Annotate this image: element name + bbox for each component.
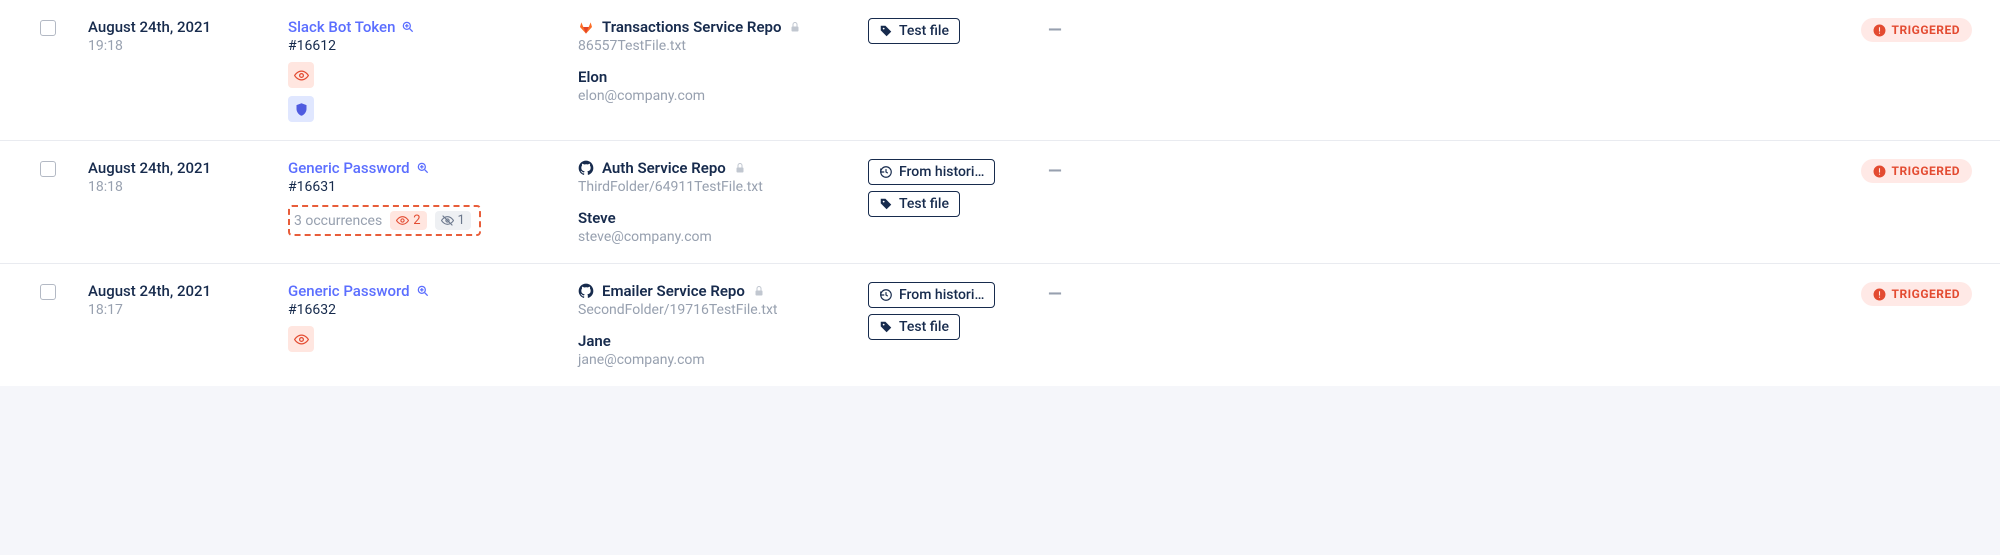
repo-path-label: ThirdFolder/64911TestFile.txt (578, 179, 858, 195)
alert-icon (1873, 288, 1886, 301)
date-label: August 24th, 2021 (88, 282, 278, 300)
tag-icon (879, 197, 893, 211)
row-checkbox[interactable] (40, 161, 56, 177)
visibility-badge[interactable] (288, 326, 314, 352)
alert-icon (1873, 165, 1886, 178)
eye-icon (396, 214, 409, 227)
eye-icon (294, 68, 309, 83)
occurrences-text: 3 occurrences (294, 213, 382, 229)
zoom-icon (416, 284, 430, 298)
secret-name-link[interactable]: Generic Password (288, 282, 430, 300)
tag-icon (879, 320, 893, 334)
status-text: TRIGGERED (1892, 287, 1960, 301)
tag-chip[interactable]: Test file (868, 314, 960, 340)
secret-name-link[interactable]: Generic Password (288, 159, 430, 177)
tag-label: From histori… (899, 164, 984, 180)
occurrences-hidden-badge[interactable]: 1 (435, 211, 471, 230)
repo-path-label: 86557TestFile.txt (578, 38, 858, 54)
history-icon (879, 288, 893, 302)
tag-label: Test file (899, 319, 949, 335)
repo-name-label: Auth Service Repo (602, 159, 726, 177)
person-email-label: elon@company.com (578, 88, 858, 104)
tag-label: Test file (899, 23, 949, 39)
status-badge: TRIGGERED (1861, 18, 1972, 42)
assignee-cell: — (1048, 159, 1168, 182)
alert-icon (1873, 24, 1886, 37)
lock-icon (753, 285, 765, 297)
time-label: 18:18 (88, 179, 278, 195)
status-text: TRIGGERED (1892, 23, 1960, 37)
shield-icon (294, 102, 309, 117)
status-badge: TRIGGERED (1861, 159, 1972, 183)
repo-name-label: Emailer Service Repo (602, 282, 745, 300)
date-label: August 24th, 2021 (88, 159, 278, 177)
tag-chip[interactable]: Test file (868, 18, 960, 44)
repo-name-label: Transactions Service Repo (602, 18, 781, 36)
secret-id-label: #16632 (288, 302, 568, 318)
tag-label: From histori… (899, 287, 984, 303)
occurrences-visible-count: 2 (413, 213, 420, 228)
visibility-badge[interactable] (288, 62, 314, 88)
table-row: August 24th, 2021 18:17 Generic Password… (0, 264, 2000, 386)
secret-name-text: Slack Bot Token (288, 18, 395, 36)
tag-chip[interactable]: From histori… (868, 159, 995, 185)
person-email-label: steve@company.com (578, 229, 858, 245)
eye-icon (294, 332, 309, 347)
history-icon (879, 165, 893, 179)
lock-icon (789, 21, 801, 33)
secret-name-text: Generic Password (288, 159, 410, 177)
assignee-cell: — (1048, 282, 1168, 305)
secret-id-label: #16631 (288, 179, 568, 195)
incidents-table: August 24th, 2021 19:18 Slack Bot Token … (0, 0, 2000, 386)
gitlab-icon (578, 19, 594, 35)
status-text: TRIGGERED (1892, 164, 1960, 178)
tag-chip[interactable]: From histori… (868, 282, 995, 308)
github-icon (578, 283, 594, 299)
person-name-label: Jane (578, 332, 858, 350)
lock-icon (734, 162, 746, 174)
repo-path-label: SecondFolder/19716TestFile.txt (578, 302, 858, 318)
assignee-cell: — (1048, 18, 1168, 41)
secret-name-link[interactable]: Slack Bot Token (288, 18, 415, 36)
status-badge: TRIGGERED (1861, 282, 1972, 306)
eye-off-icon (441, 214, 454, 227)
tag-icon (879, 24, 893, 38)
row-checkbox[interactable] (40, 20, 56, 36)
person-email-label: jane@company.com (578, 352, 858, 368)
date-label: August 24th, 2021 (88, 18, 278, 36)
row-checkbox[interactable] (40, 284, 56, 300)
secret-id-label: #16612 (288, 38, 568, 54)
person-name-label: Steve (578, 209, 858, 227)
person-name-label: Elon (578, 68, 858, 86)
tag-label: Test file (899, 196, 949, 212)
zoom-icon (416, 161, 430, 175)
occurrences-hidden-count: 1 (458, 213, 465, 228)
tag-chip[interactable]: Test file (868, 191, 960, 217)
secret-name-text: Generic Password (288, 282, 410, 300)
zoom-icon (401, 20, 415, 34)
time-label: 19:18 (88, 38, 278, 54)
time-label: 18:17 (88, 302, 278, 318)
occurrences-visible-badge[interactable]: 2 (390, 211, 426, 230)
table-row: August 24th, 2021 19:18 Slack Bot Token … (0, 0, 2000, 141)
shield-badge[interactable] (288, 96, 314, 122)
table-row: August 24th, 2021 18:18 Generic Password… (0, 141, 2000, 264)
github-icon (578, 160, 594, 176)
occurrences-highlight: 3 occurrences 2 1 (288, 205, 481, 236)
